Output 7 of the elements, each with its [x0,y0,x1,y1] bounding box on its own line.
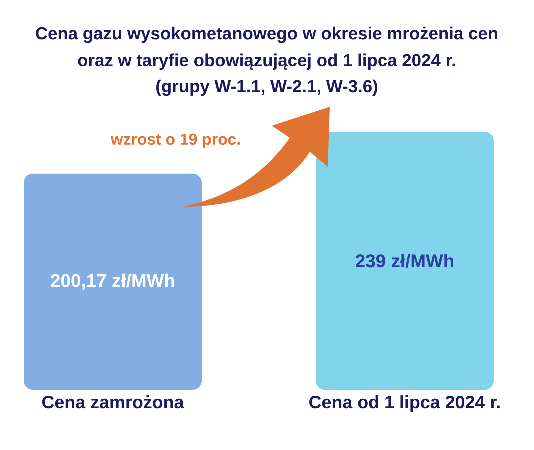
data-label: 239 zł/MWh [356,254,454,268]
annotation: wzrost o 19 proc. [110,134,240,148]
x-tick-label: Cena od 1 lipca 2024 r. [310,396,500,412]
chart-subtitle: (grupy W-1.1, W-2.1, W-3.6) [156,80,378,96]
data-label: 200,17 zł/MWh [51,274,174,290]
chart-title: Cena gazu wysokometanowego w okresie mrożenia cen oraz w taryfie obowiązującej od 1 lipca 2024 r. [36,26,498,70]
x-tick-label: Cena zamrożona [42,396,184,409]
